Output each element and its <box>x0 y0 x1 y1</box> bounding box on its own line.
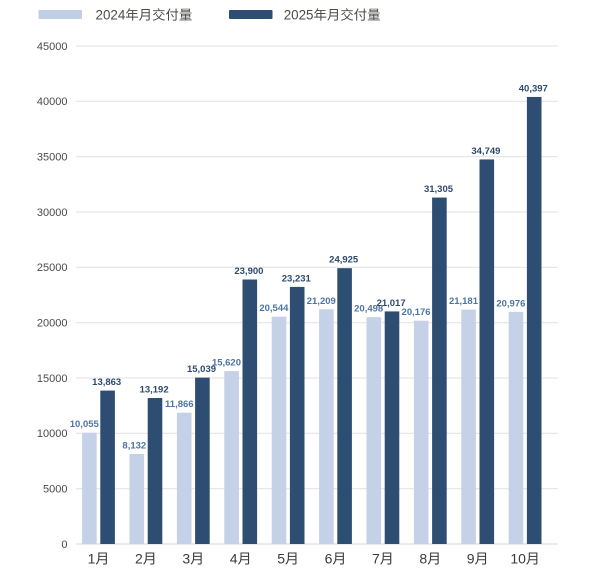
svg-text:45000: 45000 <box>37 41 68 53</box>
svg-text:35000: 35000 <box>37 152 68 164</box>
svg-text:34,749: 34,749 <box>471 146 500 157</box>
svg-text:31,305: 31,305 <box>424 184 454 195</box>
svg-text:2025: 2025 <box>284 8 314 23</box>
svg-text:13,192: 13,192 <box>140 385 169 396</box>
svg-text:15,620: 15,620 <box>212 358 241 369</box>
svg-text:0: 0 <box>61 539 67 551</box>
svg-text:20,176: 20,176 <box>402 307 431 318</box>
svg-text:25000: 25000 <box>37 262 68 274</box>
svg-text:2: 2 <box>135 551 143 567</box>
svg-text:5: 5 <box>277 551 285 567</box>
svg-text:20000: 20000 <box>37 318 68 330</box>
svg-text:21,017: 21,017 <box>377 298 406 309</box>
svg-text:9: 9 <box>467 551 475 567</box>
svg-text:6: 6 <box>325 551 333 567</box>
svg-text:10,055: 10,055 <box>70 419 100 430</box>
svg-text:30000: 30000 <box>37 207 68 219</box>
svg-text:20,498: 20,498 <box>354 304 383 315</box>
svg-text:2024: 2024 <box>96 8 126 23</box>
svg-text:23,900: 23,900 <box>234 266 263 277</box>
svg-text:10: 10 <box>510 551 526 567</box>
svg-text:13,863: 13,863 <box>92 377 121 388</box>
svg-text:23,231: 23,231 <box>282 273 312 284</box>
svg-text:5000: 5000 <box>43 484 67 496</box>
svg-text:4: 4 <box>230 551 238 567</box>
svg-text:20,976: 20,976 <box>496 298 525 309</box>
svg-text:24,925: 24,925 <box>329 255 359 266</box>
svg-text:40,397: 40,397 <box>519 83 548 94</box>
svg-text:15,039: 15,039 <box>187 364 216 375</box>
svg-text:21,209: 21,209 <box>307 296 336 307</box>
svg-text:20,544: 20,544 <box>259 303 289 314</box>
svg-text:15000: 15000 <box>37 373 68 385</box>
svg-text:1: 1 <box>88 551 96 567</box>
svg-text:10000: 10000 <box>37 428 68 440</box>
svg-text:40000: 40000 <box>37 96 68 108</box>
svg-text:11,866: 11,866 <box>165 399 194 410</box>
svg-text:8,132: 8,132 <box>122 441 146 452</box>
svg-text:7: 7 <box>372 551 380 567</box>
svg-text:21,181: 21,181 <box>449 296 479 307</box>
svg-text:8: 8 <box>419 551 427 567</box>
svg-text:3: 3 <box>182 551 190 567</box>
